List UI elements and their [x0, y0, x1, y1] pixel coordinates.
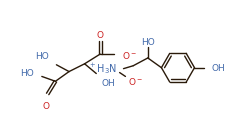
Text: O: O — [42, 101, 49, 110]
Text: OH: OH — [212, 64, 226, 73]
Text: O$^-$: O$^-$ — [128, 75, 143, 86]
Text: HO: HO — [141, 38, 155, 47]
Text: OH: OH — [101, 79, 115, 88]
Text: O$^-$: O$^-$ — [121, 49, 137, 60]
Text: O: O — [97, 31, 104, 40]
Text: HO: HO — [20, 68, 34, 77]
Text: $^+$H$_3$N: $^+$H$_3$N — [89, 61, 118, 75]
Text: HO: HO — [35, 51, 49, 60]
